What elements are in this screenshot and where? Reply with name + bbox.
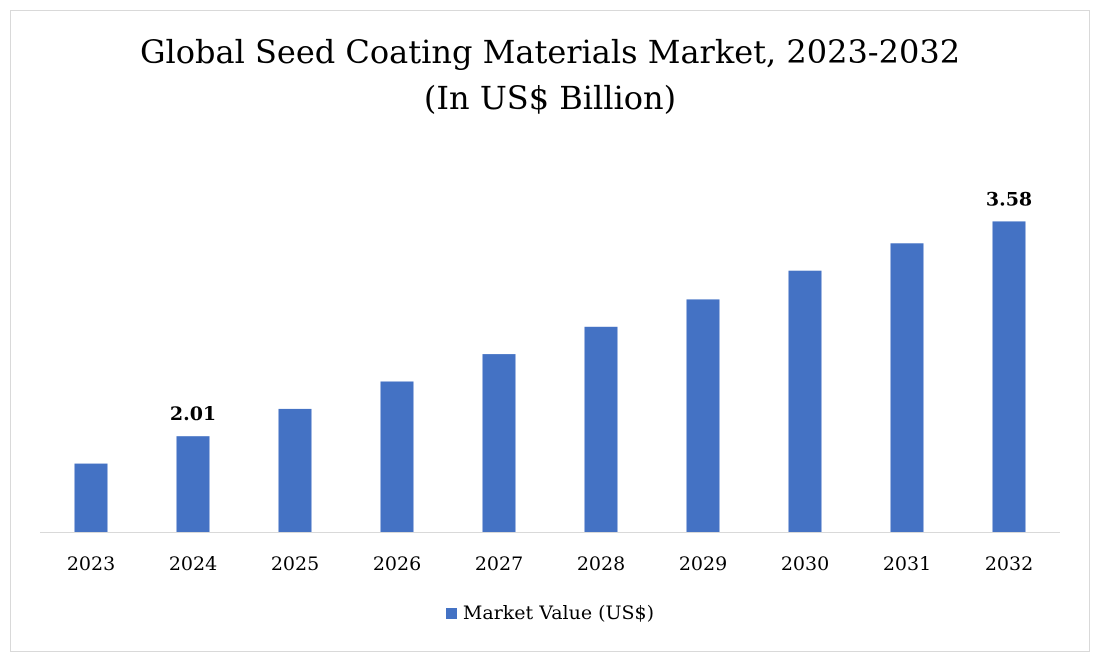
x-tick-label-2028: 2028 <box>577 553 625 575</box>
chart-title: Global Seed Coating Materials Market, 20… <box>139 33 961 71</box>
bar-2025 <box>278 408 312 532</box>
x-tick-label-2027: 2027 <box>475 553 523 575</box>
x-tick-label-2030: 2030 <box>781 553 829 575</box>
bar-2030 <box>788 270 822 532</box>
legend: Market Value (US$) <box>0 602 1100 624</box>
bar-2026 <box>380 381 414 532</box>
bar-2027 <box>482 354 516 532</box>
data-label-2024: 2.01 <box>170 403 216 425</box>
legend-swatch <box>445 607 457 619</box>
bar-2024 <box>176 436 210 532</box>
chart-subtitle: (In US$ Billion) <box>423 79 677 117</box>
bar-2028 <box>584 326 618 532</box>
bar-2023 <box>74 463 108 532</box>
bar-2032 <box>992 221 1026 532</box>
x-tick-label-2029: 2029 <box>679 553 727 575</box>
x-tick-label-2032: 2032 <box>985 553 1033 575</box>
x-tick-label-2026: 2026 <box>373 553 421 575</box>
bar-2031 <box>890 243 924 533</box>
legend-label: Market Value (US$) <box>462 602 655 624</box>
bar-chart: 2023 2024 2.01 2025 2026 2027 2028 2029 2030 2031… <box>40 188 1060 575</box>
data-label-2032: 3.58 <box>986 188 1032 210</box>
x-tick-label-2025: 2025 <box>271 553 319 575</box>
x-tick-label-2023: 2023 <box>67 553 115 575</box>
x-tick-label-2024: 2024 <box>169 553 217 575</box>
x-tick-label-2031: 2031 <box>883 553 931 575</box>
bar-2029 <box>686 299 720 532</box>
